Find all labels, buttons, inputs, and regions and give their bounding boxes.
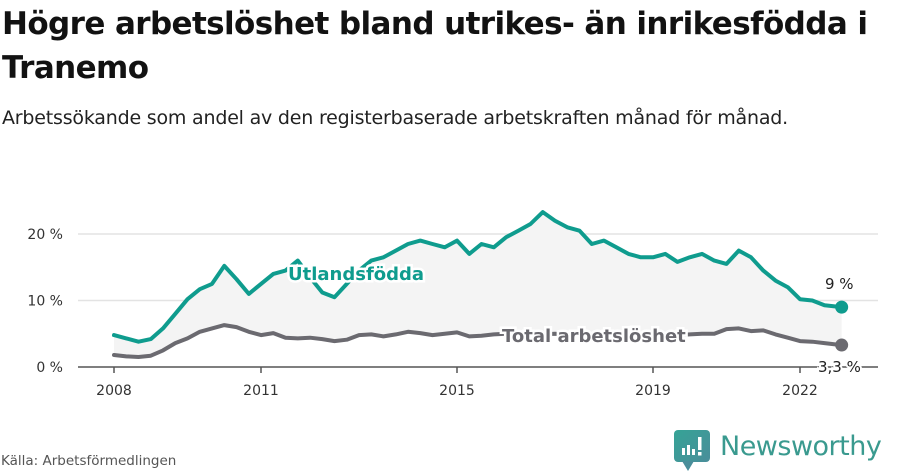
total-end-value: 3,3 % (818, 358, 861, 376)
total-arbetsloshet-line (112, 323, 844, 359)
y-axis: 0 % 10 % 20 % (27, 227, 63, 376)
logo-text: Newsworthy (720, 430, 882, 462)
total-end-dot (835, 338, 849, 352)
gap-band (114, 212, 842, 357)
x-tick-label: 2008 (96, 383, 132, 399)
total-arbetsloshet-label: Total arbetslöshet (502, 326, 686, 347)
source-note: Källa: Arbetsförmedlingen (1, 453, 177, 469)
x-tick-label: 2011 (243, 383, 279, 399)
y-tick-label: 10 % (27, 294, 63, 310)
chart-title: Högre arbetslöshet bland utrikes- än inr… (2, 6, 868, 86)
utlandsfodda-line (112, 210, 844, 344)
y-tick-label: 0 % (36, 360, 63, 376)
utlandsfodda-end-dot (835, 300, 849, 314)
chart-subtitle: Arbetssökande som andel av den registerb… (2, 107, 788, 129)
y-tick-label: 20 % (27, 227, 63, 243)
x-axis: 2008 2011 2015 2019 2022 (78, 366, 878, 399)
utlandsfodda-label: Utlandsfödda (288, 264, 424, 285)
x-tick-label: 2019 (635, 383, 671, 399)
x-tick-label: 2022 (782, 383, 818, 399)
x-tick-label: 2015 (439, 383, 475, 399)
utlandsfodda-end-value: 9 % (825, 275, 854, 293)
bar-chart-speech-bubble-icon (674, 430, 710, 471)
newsworthy-logo[interactable]: Newsworthy (674, 430, 882, 471)
